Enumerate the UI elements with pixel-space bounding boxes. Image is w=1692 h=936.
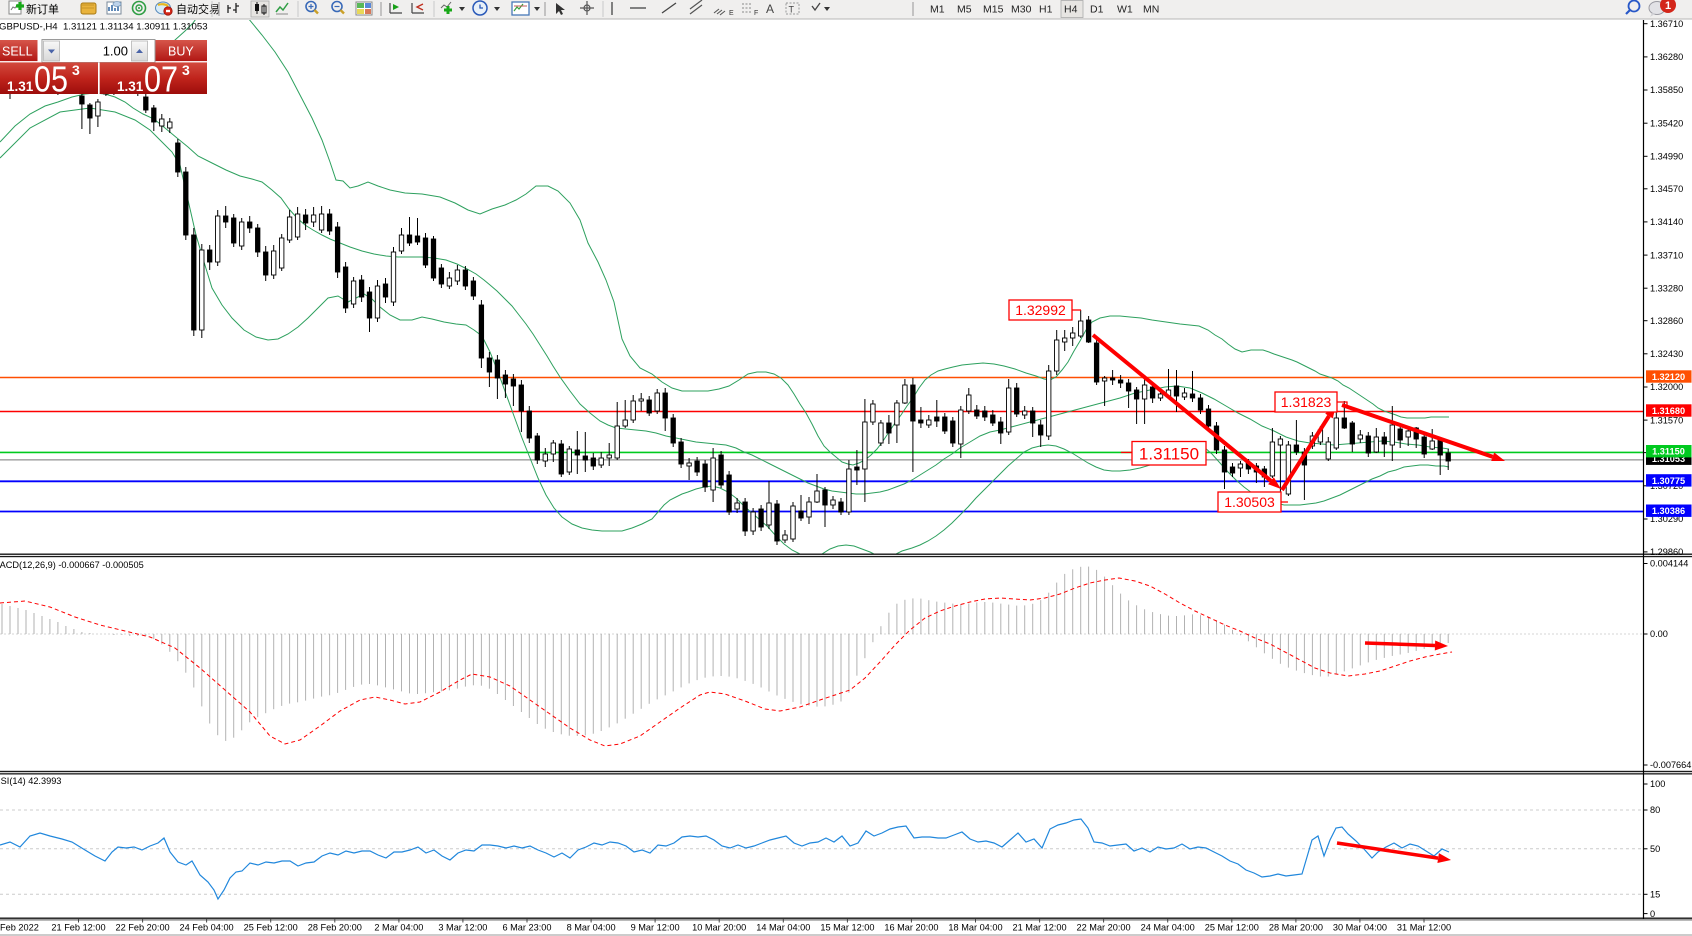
svg-text:25 Feb 12:00: 25 Feb 12:00 xyxy=(244,923,298,933)
svg-text:21 Mar 12:00: 21 Mar 12:00 xyxy=(1013,923,1067,933)
svg-text:M30: M30 xyxy=(1011,4,1032,16)
svg-text:-0.007664: -0.007664 xyxy=(1650,760,1691,770)
svg-text:18 Mar 04:00: 18 Mar 04:00 xyxy=(948,923,1002,933)
svg-text:22 Mar 20:00: 22 Mar 20:00 xyxy=(1077,923,1131,933)
svg-text:100: 100 xyxy=(1650,779,1665,789)
svg-text:3: 3 xyxy=(182,62,190,78)
svg-text:GBPUSD-,H4 1.31121 1.31134 1.: GBPUSD-,H4 1.31121 1.31134 1.30911 1.310… xyxy=(0,22,208,33)
svg-text:14 Mar 04:00: 14 Mar 04:00 xyxy=(756,923,810,933)
svg-text:新订单: 新订单 xyxy=(26,2,59,16)
svg-text:05: 05 xyxy=(34,59,68,100)
svg-text:M1: M1 xyxy=(930,4,945,16)
svg-text:1.31: 1.31 xyxy=(117,79,144,94)
svg-text:1.32120: 1.32120 xyxy=(1652,372,1685,382)
svg-text:Feb 2022: Feb 2022 xyxy=(0,923,39,933)
svg-text:28 Mar 20:00: 28 Mar 20:00 xyxy=(1269,923,1323,933)
svg-text:16 Mar 20:00: 16 Mar 20:00 xyxy=(884,923,938,933)
svg-text:M5: M5 xyxy=(957,4,972,16)
svg-text:H4: H4 xyxy=(1064,4,1078,16)
svg-text:0: 0 xyxy=(1650,909,1655,919)
svg-text:1.30775: 1.30775 xyxy=(1652,476,1685,486)
svg-text:1.30386: 1.30386 xyxy=(1652,506,1685,516)
svg-text:1.32992: 1.32992 xyxy=(1015,302,1066,318)
svg-text:1.33710: 1.33710 xyxy=(1650,250,1683,260)
svg-text:22 Feb 20:00: 22 Feb 20:00 xyxy=(116,923,170,933)
svg-text:1.34990: 1.34990 xyxy=(1650,152,1683,162)
svg-text:1.31053: 1.31053 xyxy=(1652,454,1685,464)
svg-text:07: 07 xyxy=(144,59,178,100)
svg-text:1.34140: 1.34140 xyxy=(1650,217,1683,227)
svg-text:1.00: 1.00 xyxy=(103,44,128,59)
svg-text:1.31680: 1.31680 xyxy=(1652,406,1685,416)
svg-text:1.32860: 1.32860 xyxy=(1650,316,1683,326)
svg-text:1.29860: 1.29860 xyxy=(1650,547,1683,557)
svg-text:1.35420: 1.35420 xyxy=(1650,118,1683,128)
svg-text:E: E xyxy=(729,10,734,17)
svg-text:自动交易: 自动交易 xyxy=(176,2,220,16)
svg-text:1.31150: 1.31150 xyxy=(1652,447,1685,457)
svg-text:MACD(12,26,9) -0.000667 -0.000: MACD(12,26,9) -0.000667 -0.000505 xyxy=(0,560,144,570)
svg-text:1.31823: 1.31823 xyxy=(1281,394,1332,410)
svg-text:1.30290: 1.30290 xyxy=(1650,514,1683,524)
svg-text:H1: H1 xyxy=(1039,4,1053,16)
svg-text:D1: D1 xyxy=(1090,4,1104,16)
svg-text:21 Feb 12:00: 21 Feb 12:00 xyxy=(51,923,105,933)
svg-text:1.34570: 1.34570 xyxy=(1650,184,1683,194)
svg-text:BUY: BUY xyxy=(168,45,194,59)
svg-text:2 Mar 04:00: 2 Mar 04:00 xyxy=(374,923,423,933)
svg-text:1: 1 xyxy=(1665,0,1671,12)
svg-text:W1: W1 xyxy=(1117,4,1133,16)
svg-text:RSI(14) 42.3993: RSI(14) 42.3993 xyxy=(0,776,61,786)
svg-text:30 Mar 04:00: 30 Mar 04:00 xyxy=(1333,923,1387,933)
svg-text:8 Mar 04:00: 8 Mar 04:00 xyxy=(567,923,616,933)
svg-text:6 Mar 23:00: 6 Mar 23:00 xyxy=(502,923,551,933)
svg-text:10 Mar 20:00: 10 Mar 20:00 xyxy=(692,923,746,933)
svg-text:80: 80 xyxy=(1650,805,1660,815)
svg-text:25 Mar 12:00: 25 Mar 12:00 xyxy=(1205,923,1259,933)
svg-text:1.31570: 1.31570 xyxy=(1650,415,1683,425)
svg-text:1.32000: 1.32000 xyxy=(1650,382,1683,392)
svg-text:1.30503: 1.30503 xyxy=(1224,494,1275,510)
svg-text:0.004144: 0.004144 xyxy=(1650,559,1688,569)
svg-text:9 Mar 12:00: 9 Mar 12:00 xyxy=(631,923,680,933)
svg-text:3: 3 xyxy=(72,62,80,78)
svg-text:M15: M15 xyxy=(983,4,1004,16)
svg-text:1.36280: 1.36280 xyxy=(1650,52,1683,62)
svg-text:SELL: SELL xyxy=(2,45,33,59)
svg-text:15 Mar 12:00: 15 Mar 12:00 xyxy=(820,923,874,933)
svg-text:1.32430: 1.32430 xyxy=(1650,349,1683,359)
svg-text:A: A xyxy=(766,2,774,16)
svg-text:50: 50 xyxy=(1650,844,1660,854)
svg-text:MN: MN xyxy=(1143,4,1159,16)
svg-text:1.31: 1.31 xyxy=(7,79,34,94)
svg-text:3 Mar 12:00: 3 Mar 12:00 xyxy=(438,923,487,933)
svg-text:1.35850: 1.35850 xyxy=(1650,85,1683,95)
svg-text:1.33280: 1.33280 xyxy=(1650,283,1683,293)
svg-text:28 Feb 20:00: 28 Feb 20:00 xyxy=(308,923,362,933)
svg-text:15: 15 xyxy=(1650,890,1660,900)
svg-text:1.31150: 1.31150 xyxy=(1139,444,1199,463)
svg-text:0.00: 0.00 xyxy=(1650,629,1668,639)
svg-text:24 Mar 04:00: 24 Mar 04:00 xyxy=(1141,923,1195,933)
svg-text:T: T xyxy=(789,5,795,15)
svg-text:31 Mar 12:00: 31 Mar 12:00 xyxy=(1397,923,1451,933)
svg-text:F: F xyxy=(754,10,758,17)
svg-text:1.36710: 1.36710 xyxy=(1650,19,1683,29)
svg-text:24 Feb 04:00: 24 Feb 04:00 xyxy=(180,923,234,933)
